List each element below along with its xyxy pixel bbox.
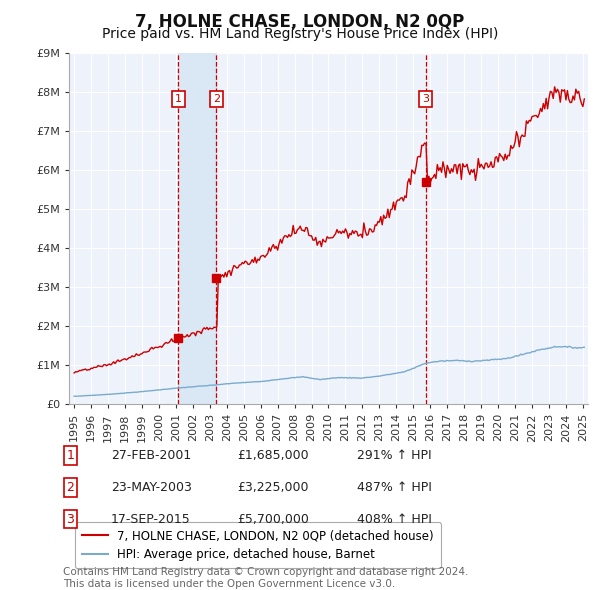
Text: 3: 3 xyxy=(66,513,74,526)
Text: 487% ↑ HPI: 487% ↑ HPI xyxy=(357,481,432,494)
Text: 408% ↑ HPI: 408% ↑ HPI xyxy=(357,513,432,526)
Text: £3,225,000: £3,225,000 xyxy=(237,481,308,494)
Legend: 7, HOLNE CHASE, LONDON, N2 0QP (detached house), HPI: Average price, detached ho: 7, HOLNE CHASE, LONDON, N2 0QP (detached… xyxy=(75,522,441,568)
Text: Price paid vs. HM Land Registry's House Price Index (HPI): Price paid vs. HM Land Registry's House … xyxy=(102,27,498,41)
Text: £5,700,000: £5,700,000 xyxy=(237,513,309,526)
Text: 2: 2 xyxy=(213,94,220,104)
Text: 1: 1 xyxy=(175,94,182,104)
Text: Contains HM Land Registry data © Crown copyright and database right 2024.
This d: Contains HM Land Registry data © Crown c… xyxy=(63,567,469,589)
Text: 27-FEB-2001: 27-FEB-2001 xyxy=(111,449,191,462)
Text: 291% ↑ HPI: 291% ↑ HPI xyxy=(357,449,431,462)
Text: 7, HOLNE CHASE, LONDON, N2 0QP: 7, HOLNE CHASE, LONDON, N2 0QP xyxy=(136,13,464,31)
Text: 2: 2 xyxy=(66,481,74,494)
Bar xyxy=(178,53,217,404)
Text: £1,685,000: £1,685,000 xyxy=(237,449,308,462)
Text: 1: 1 xyxy=(66,449,74,462)
Text: 17-SEP-2015: 17-SEP-2015 xyxy=(111,513,191,526)
Text: 23-MAY-2003: 23-MAY-2003 xyxy=(111,481,192,494)
Text: 3: 3 xyxy=(422,94,429,104)
